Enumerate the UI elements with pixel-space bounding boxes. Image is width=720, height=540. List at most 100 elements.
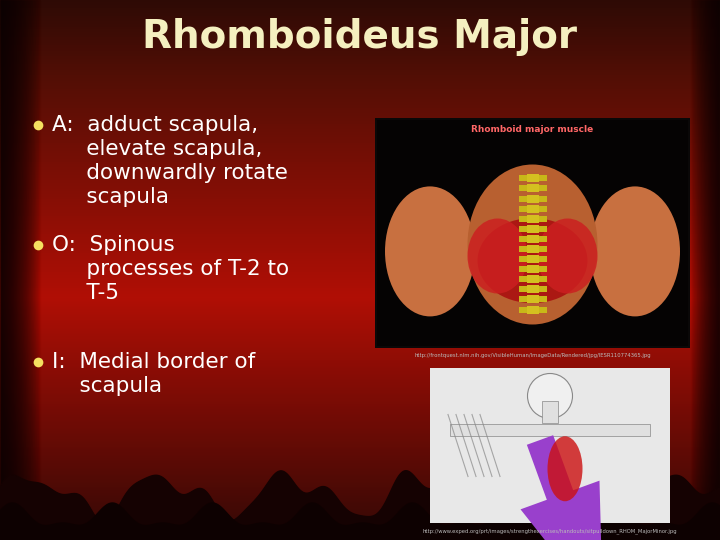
Bar [693, 0, 694, 540]
Bar [690, 0, 691, 540]
Bar [526, 295, 539, 303]
Bar [0, 48, 720, 51]
Bar [0, 253, 720, 256]
Bar [526, 245, 539, 253]
Bar [0, 272, 720, 275]
Bar [9, 0, 10, 540]
Bar [539, 185, 546, 192]
Bar [12, 0, 13, 540]
Bar [0, 167, 720, 170]
Bar [0, 356, 720, 359]
Bar [0, 310, 720, 313]
Bar [0, 491, 720, 494]
Bar [0, 518, 720, 521]
Ellipse shape [538, 219, 598, 294]
Bar [0, 21, 720, 24]
Bar [0, 89, 720, 92]
Bar [2, 0, 3, 540]
Bar [33, 0, 34, 540]
Bar [0, 205, 720, 208]
Bar [0, 116, 720, 119]
Bar [0, 0, 720, 3]
Bar [0, 207, 720, 211]
Bar [0, 24, 720, 27]
Bar [0, 483, 720, 486]
Text: O:  Spinous: O: Spinous [52, 235, 175, 255]
Bar [0, 188, 720, 192]
Bar [0, 278, 720, 281]
Bar [16, 0, 17, 540]
Bar [526, 306, 539, 314]
Bar [19, 0, 20, 540]
Bar [0, 267, 720, 270]
Bar [0, 450, 720, 454]
Bar [526, 205, 539, 213]
Text: Rhomboid major muscle: Rhomboid major muscle [472, 125, 593, 134]
Bar [0, 67, 720, 70]
Bar [0, 53, 720, 57]
Bar [0, 488, 720, 491]
Bar [0, 434, 720, 437]
Bar [0, 445, 720, 448]
Bar [0, 121, 720, 124]
Bar [0, 197, 720, 200]
Bar [691, 0, 692, 540]
Bar [18, 0, 19, 540]
Bar [0, 345, 720, 348]
Bar [719, 0, 720, 540]
Bar [526, 185, 539, 192]
Bar [0, 78, 720, 81]
Bar [0, 442, 720, 446]
Bar [27, 0, 28, 540]
Bar [36, 0, 37, 540]
Bar [29, 0, 30, 540]
Text: elevate scapula,: elevate scapula, [52, 139, 262, 159]
Bar [0, 529, 720, 532]
Bar [518, 307, 526, 313]
Bar [692, 0, 693, 540]
Bar [526, 225, 539, 233]
Bar [0, 118, 720, 122]
Ellipse shape [590, 186, 680, 316]
Bar [0, 364, 720, 367]
Bar [0, 448, 720, 451]
Bar [23, 0, 24, 540]
Text: http://frontquest.nlm.nih.gov/VisibleHuman/ImageData/Rendered/jpg/IESR110774365.: http://frontquest.nlm.nih.gov/VisibleHum… [414, 354, 651, 359]
Bar [0, 421, 720, 424]
Bar [0, 334, 720, 338]
Bar [0, 191, 720, 194]
Bar [0, 137, 720, 140]
Bar [0, 472, 720, 475]
Bar [0, 180, 720, 184]
Bar [0, 172, 720, 176]
Bar [0, 415, 720, 418]
Bar [0, 318, 720, 321]
Bar [21, 0, 22, 540]
Bar [0, 437, 720, 440]
Bar [694, 0, 695, 540]
Bar [0, 175, 720, 178]
Bar [0, 340, 720, 343]
Bar [0, 407, 720, 410]
Bar [539, 266, 546, 272]
Text: scapula: scapula [52, 376, 162, 396]
Bar [518, 246, 526, 252]
Bar [705, 0, 706, 540]
Bar [0, 80, 720, 84]
Bar [0, 56, 720, 59]
Bar [713, 0, 714, 540]
Bar [0, 402, 720, 405]
Bar [17, 0, 18, 540]
Bar [26, 0, 27, 540]
Bar [0, 113, 720, 116]
Bar [703, 0, 704, 540]
Bar [716, 0, 717, 540]
Bar [0, 294, 720, 297]
Bar [0, 5, 720, 8]
Bar [31, 0, 32, 540]
Bar [0, 377, 720, 381]
Bar [0, 132, 720, 135]
Bar [0, 229, 720, 232]
Text: I:  Medial border of: I: Medial border of [52, 352, 256, 372]
Bar [0, 283, 720, 286]
